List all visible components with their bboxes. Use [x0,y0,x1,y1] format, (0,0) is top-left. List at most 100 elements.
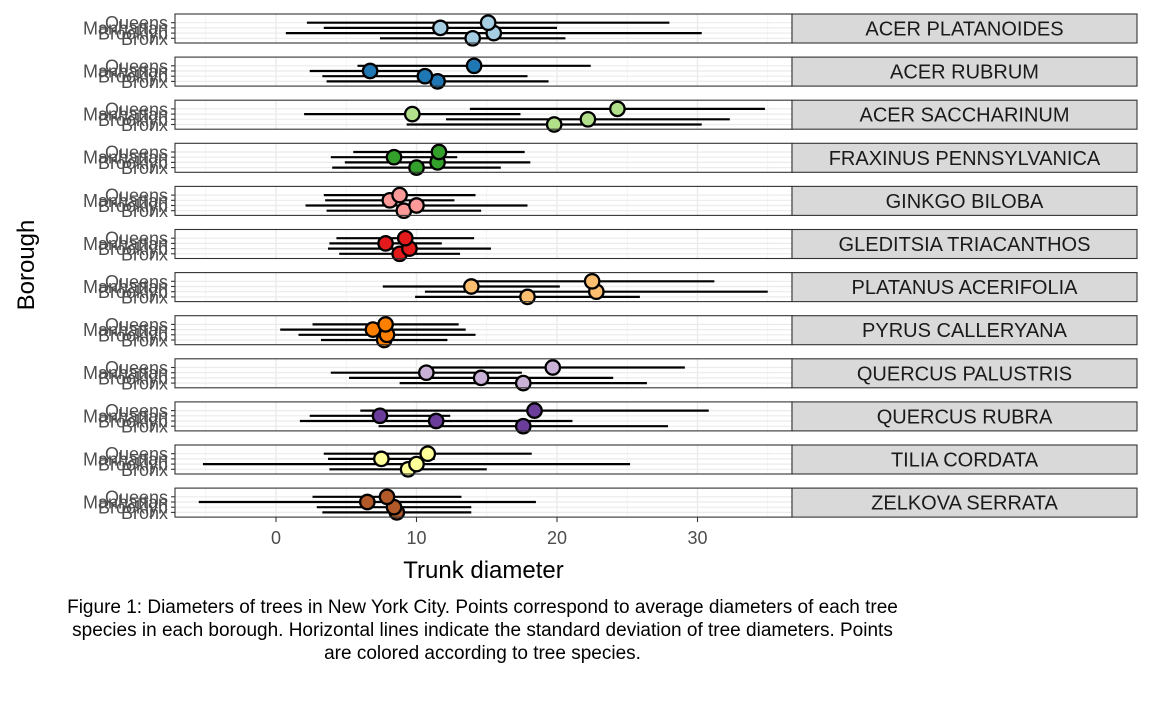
facet-strip [791,358,1138,389]
mean-point-bronx [408,159,425,176]
y-tick-label-queens: Queens [105,315,168,335]
faceted-trunk-diameter-chart: ACER PLATANOIDESBronxBrooklynManhattanQu… [13,13,1138,584]
mean-point-brooklyn [408,197,425,214]
mean-point-queens [544,359,562,376]
y-tick-label-brooklyn: Brooklyn [98,110,168,130]
x-axis-title: Trunk diameter [403,557,564,584]
y-tick-label-manhattan: Manhattan [83,363,168,383]
mean-point-queens [419,445,437,463]
y-axis-title: Borough [13,220,40,311]
y-tick-label-queens: Queens [105,229,168,249]
mean-point-brooklyn [427,412,445,430]
mean-point-manhattan [371,407,389,425]
mean-point-manhattan [361,62,379,80]
y-tick-label-queens: Queens [105,401,168,421]
facet-strip [791,99,1138,130]
mean-point-manhattan [417,364,435,382]
figure-caption: Figure 1: Diameters of trees in New York… [67,597,898,664]
mean-point-manhattan [358,493,376,511]
mean-point-queens [430,143,448,161]
mean-point-brooklyn [579,110,597,128]
y-tick-label-brooklyn: Brooklyn [98,325,168,345]
facet-label-acer-saccharinum: ACER SACCHARINUM [859,105,1069,127]
facet-label-quercus-palustris: QUERCUS PALUSTRIS [857,363,1072,385]
y-tick-label-bronx: Bronx [121,374,168,394]
y-tick-label-manhattan: Manhattan [83,234,168,254]
y-tick-label-bronx: Bronx [121,115,168,135]
mean-point-manhattan [462,278,480,295]
mean-point-queens [391,186,408,204]
mean-point-queens [583,272,601,290]
y-tick-label-manhattan: Manhattan [83,105,168,125]
x-tick-label: 0 [271,528,281,548]
x-tick-label: 20 [547,528,567,548]
y-tick-label-brooklyn: Brooklyn [98,67,168,87]
x-tick-label: 10 [406,528,426,548]
y-tick-label-brooklyn: Brooklyn [98,239,168,259]
facet-strip [791,13,1138,44]
y-tick-label-queens: Queens [105,272,168,292]
facet-label-gleditsia-triacanthos: GLEDITSIA TRIACANTHOS [839,234,1091,256]
mean-point-manhattan [373,450,390,468]
y-tick-label-bronx: Bronx [121,244,168,264]
y-tick-label-brooklyn: Brooklyn [98,368,168,388]
facet-strip [791,185,1138,216]
y-tick-label-queens: Queens [105,99,168,119]
y-tick-label-queens: Queens [105,13,168,33]
facet-label-fraxinus-pennsylvanica: FRAXINUS PENNSYLVANICA [829,148,1101,170]
mean-point-bronx [464,29,482,47]
y-tick-label-queens: Queens [105,56,168,76]
facet-label-acer-platanoides: ACER PLATANOIDES [865,19,1063,41]
y-tick-label-bronx: Bronx [121,503,168,523]
mean-point-queens [377,316,394,333]
facet-strip [791,315,1138,346]
mean-point-queens [479,14,497,32]
y-tick-label-bronx: Bronx [121,72,168,92]
y-tick-label-bronx: Bronx [121,417,168,437]
y-tick-label-manhattan: Manhattan [83,493,168,513]
mean-point-brooklyn [416,67,434,85]
facet-strip [791,272,1138,303]
y-tick-label-manhattan: Manhattan [83,18,168,38]
y-tick-label-manhattan: Manhattan [83,406,168,426]
facet-label-quercus-rubra: QUERCUS RUBRA [877,406,1053,428]
facet-label-pyrus-calleryana: PYRUS CALLERYANA [862,320,1068,342]
mean-point-queens [378,488,396,506]
y-tick-label-brooklyn: Brooklyn [98,282,168,302]
y-tick-label-manhattan: Manhattan [83,320,168,340]
facet-strip [791,487,1138,518]
y-tick-label-bronx: Bronx [121,331,168,351]
y-tick-label-manhattan: Manhattan [83,277,168,297]
facet-strip [791,142,1138,173]
y-tick-label-manhattan: Manhattan [83,191,168,211]
y-tick-label-brooklyn: Brooklyn [98,196,168,216]
facet-label-tilia-cordata: TILIA CORDATA [891,450,1039,472]
mean-point-brooklyn [472,369,490,387]
mean-point-bronx [519,288,536,306]
y-tick-label-brooklyn: Brooklyn [98,153,168,173]
mean-point-manhattan [377,235,394,252]
y-tick-label-brooklyn: Brooklyn [98,455,168,475]
y-tick-label-queens: Queens [105,143,168,163]
y-tick-label-manhattan: Manhattan [83,148,168,168]
y-tick-label-brooklyn: Brooklyn [98,412,168,432]
mean-point-manhattan [432,19,449,37]
y-tick-label-queens: Queens [105,487,168,507]
mean-point-queens [465,57,483,75]
facet-strip [791,401,1138,432]
facet-strip [791,56,1138,87]
mean-point-bronx [514,374,532,392]
y-tick-label-brooklyn: Brooklyn [98,498,168,518]
mean-point-manhattan [403,105,421,123]
facet-label-ginkgo-biloba: GINKGO BILOBA [886,191,1044,213]
y-tick-label-brooklyn: Brooklyn [98,24,168,44]
mean-point-bronx [545,116,563,133]
mean-point-bronx [514,417,532,435]
y-tick-label-manhattan: Manhattan [83,62,168,82]
mean-point-queens [396,229,414,247]
mean-point-brooklyn [408,455,425,473]
y-tick-label-queens: Queens [105,186,168,206]
y-tick-label-bronx: Bronx [121,460,168,480]
facet-strip [791,228,1138,260]
y-tick-label-bronx: Bronx [121,158,168,178]
